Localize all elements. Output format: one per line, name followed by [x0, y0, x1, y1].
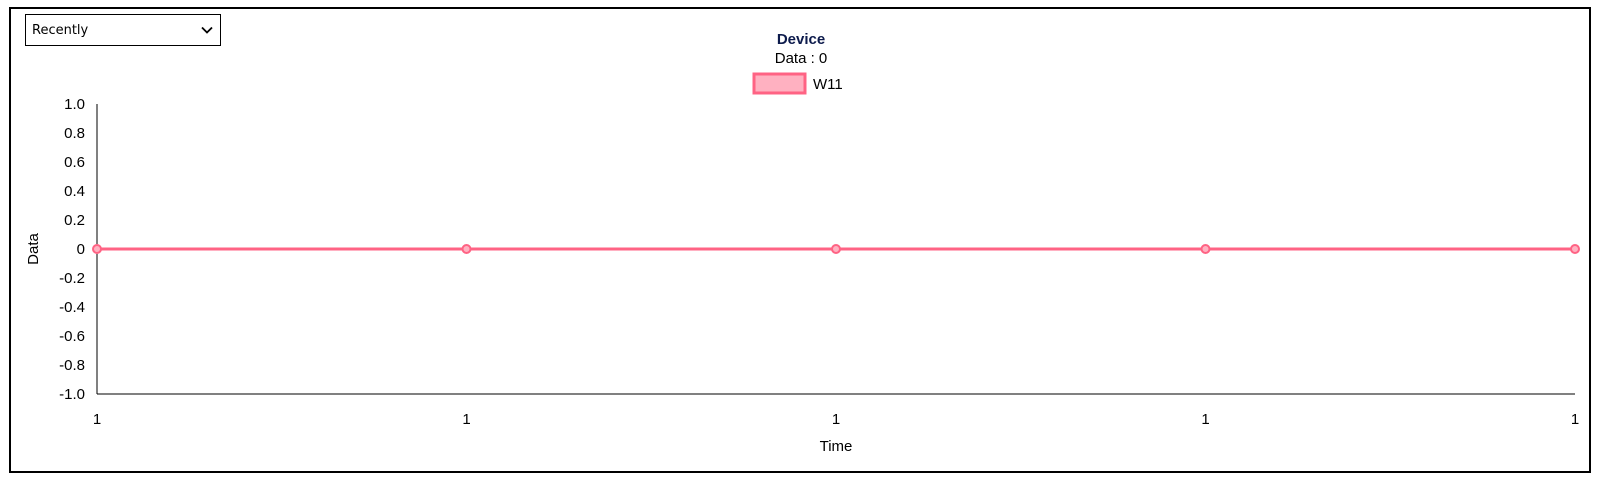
data-point-w11[interactable]	[92, 244, 102, 254]
y-tick-label: 0.6	[64, 154, 85, 171]
y-tick-label: 0.8	[64, 125, 85, 142]
chevron-down-icon	[200, 23, 214, 37]
data-point-w11[interactable]	[461, 244, 472, 254]
y-tick-label: 0	[77, 241, 85, 258]
time-range-select-value: Recently	[32, 22, 89, 38]
time-range-select[interactable]: Recently	[25, 14, 221, 46]
y-tick-labels: 1.0 0.8 0.6 0.4 0.2 0 -0.2 -0.4 -0.6 -0.8 -1.0	[59, 96, 85, 403]
x-tick-label: 1	[1201, 411, 1209, 428]
chart-title: Device	[777, 31, 825, 48]
x-tick-label: 1	[462, 411, 470, 428]
y-tick-label: -0.4	[59, 299, 85, 316]
x-tick-label: 1	[832, 411, 840, 428]
y-tick-label: 0.4	[64, 183, 85, 200]
series-w11	[92, 244, 1580, 254]
legend-label-w11: W11	[813, 76, 843, 93]
y-tick-label: 0.2	[64, 212, 85, 229]
y-tick-label: -0.2	[59, 270, 85, 287]
y-tick-label: -0.6	[59, 328, 85, 345]
chart-subtitle: Data : 0	[775, 50, 828, 67]
data-point-w11[interactable]	[831, 244, 841, 254]
y-tick-label: -0.8	[59, 357, 85, 374]
y-tick-label: -1.0	[59, 386, 85, 403]
y-axis-label: Data	[25, 233, 42, 265]
x-tick-label: 1	[1571, 411, 1579, 428]
x-axis-label: Time	[820, 438, 853, 455]
data-point-w11[interactable]	[1200, 244, 1211, 254]
x-tick-labels: 1 1 1 1 1	[93, 411, 1579, 428]
y-tick-label: 1.0	[64, 96, 85, 113]
data-point-w11[interactable]	[1570, 244, 1580, 254]
legend-swatch-w11[interactable]	[752, 72, 807, 95]
x-tick-label: 1	[93, 411, 101, 428]
legend[interactable]: W11	[752, 72, 843, 95]
